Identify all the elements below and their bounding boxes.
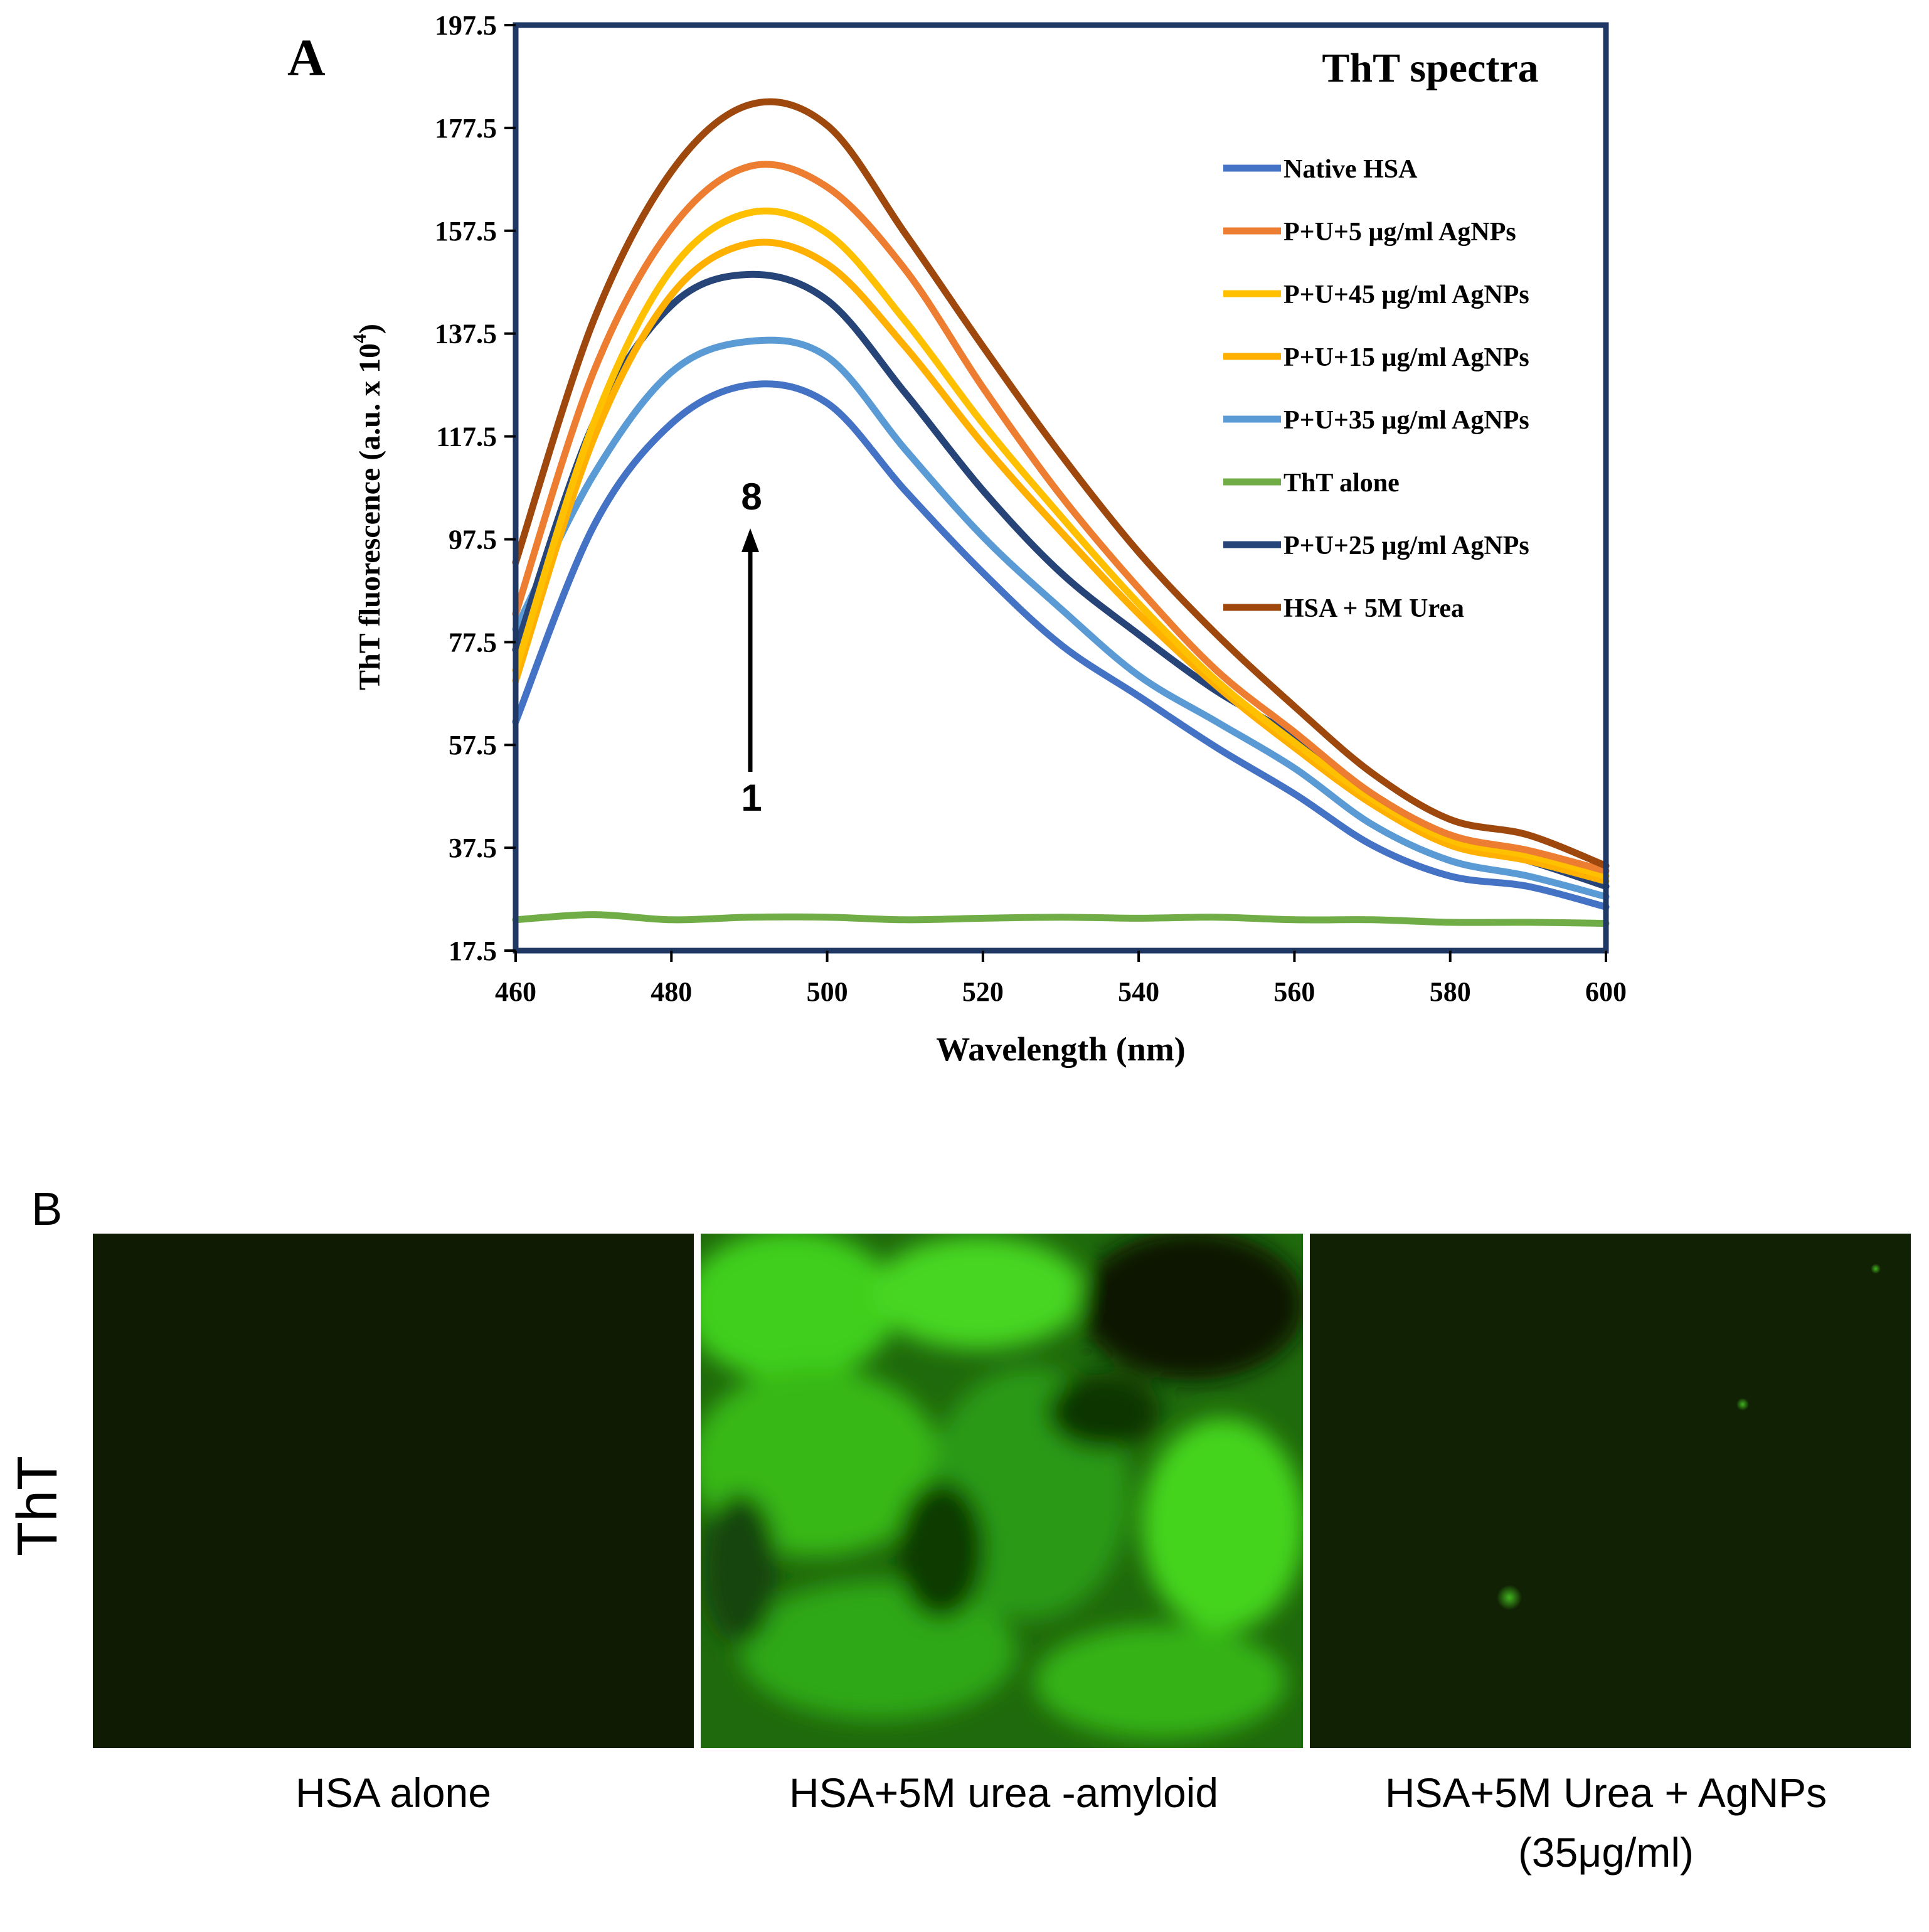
y-tick-label: 57.5 [449,730,497,761]
legend-label: HSA + 5M Urea [1283,594,1464,623]
fluorescent-spot [1736,1398,1749,1411]
amyloid-dark-region [703,1493,778,1644]
series-line-7 [512,98,1610,870]
fluorescent-spot [1871,1264,1881,1274]
y-tick-label: 97.5 [449,524,497,555]
legend: Native HSA P+U+5 µg/ml AgNPs P+U+45 µg/ml … [1223,155,1529,623]
trend-arrow: 8 1 [741,476,762,819]
panel-a: A 17.5 37.5 57.5 77.5 97.5 117.5 137.5 157.5 177… [287,10,1627,1068]
amyloid-fibril-blob [1035,1625,1286,1738]
amyloid-dark-region [897,1481,985,1619]
y-tick-label: 177.5 [435,113,497,144]
trend-arrow-bottom-label: 1 [741,777,762,819]
x-tick-label: 580 [1430,976,1471,1007]
panel-a-label: A [287,29,326,87]
y-tick-label: 37.5 [449,833,497,863]
legend-label: P+U+15 µg/ml AgNPs [1283,343,1529,372]
y-tick-label: 197.5 [435,10,497,41]
amyloid-fibril-texture [701,1234,1303,1738]
series-line-3 [512,238,1610,885]
x-tick-label: 560 [1273,976,1315,1007]
x-tick-label: 600 [1585,976,1627,1007]
y-tick-label: 117.5 [436,422,497,452]
x-tick-label: 540 [1118,976,1159,1007]
x-axis: 460 480 500 520 540 560 580 600 [495,951,1627,1007]
micrograph-hsa-urea-amyloid [701,1234,1303,1748]
legend-label: P+U+45 µg/ml AgNPs [1283,280,1529,309]
series-line-0 [512,380,1610,910]
y-axis-label-superscript: 4 [349,334,370,343]
micrograph-agnps-background [1310,1234,1911,1748]
series-layer [512,98,1610,927]
legend-label: Native HSA [1283,155,1418,184]
caption-hsa-urea-agnps-concentration: (35μg/ml) [1518,1829,1694,1876]
y-axis: 17.5 37.5 57.5 77.5 97.5 117.5 137.5 157.5 177.5… [435,10,516,966]
amyloid-fibril-blob [1142,1418,1303,1631]
trend-arrow-top-label: 8 [741,476,762,518]
legend-label: ThT alone [1283,469,1400,498]
caption-hsa-urea-agnps: HSA+5M Urea + AgNPs [1385,1769,1827,1816]
series-line-4 [512,336,1610,900]
x-tick-label: 520 [962,976,1004,1007]
fluorescent-spot [1497,1585,1522,1610]
x-tick-label: 480 [651,976,692,1007]
y-tick-label: 137.5 [435,319,497,350]
x-tick-label: 460 [495,976,536,1007]
y-axis-label-close: ) [353,324,386,334]
caption-hsa-urea-amyloid: HSA+5M urea -amyloid [789,1769,1218,1816]
micrograph-hsa-urea-agnps [1310,1234,1911,1748]
series-line-5 [512,911,1610,927]
panel-b: B ThT [6,1183,1911,1876]
series-line-1 [512,161,1610,875]
x-tick-label: 500 [807,976,848,1007]
caption-hsa-alone: HSA alone [295,1769,491,1816]
chart-title: ThT spectra [1322,45,1538,91]
plot-frame [513,22,1609,954]
y-tick-label: 157.5 [435,216,497,247]
legend-label: P+U+5 µg/ml AgNPs [1283,218,1516,247]
legend-label: P+U+35 µg/ml AgNPs [1283,406,1529,435]
y-axis-label: ThT fluorescence (a.u. x 104) [349,324,386,690]
micrograph-hsa-alone [93,1234,694,1748]
amyloid-dark-region [1079,1234,1303,1380]
panel-b-label: B [31,1183,62,1235]
row-label-tht: ThT [6,1456,69,1556]
amyloid-fibril-blob [872,1236,1085,1349]
legend-label: P+U+25 µg/ml AgNPs [1283,531,1529,560]
y-tick-label: 17.5 [449,936,497,966]
y-axis-label-text: ThT fluorescence (a.u. x 10 [353,343,386,690]
trend-arrow-head [741,528,759,552]
amyloid-dark-region [1048,1374,1161,1449]
x-axis-label: Wavelength (nm) [936,1030,1186,1068]
amyloid-fibril-blob [740,1581,1016,1719]
y-tick-label: 77.5 [449,627,497,658]
line-chart: 17.5 37.5 57.5 77.5 97.5 117.5 137.5 157.5 177.5… [349,10,1627,1068]
amyloid-fibril-blob [701,1234,897,1380]
series-line-2 [512,207,1610,880]
